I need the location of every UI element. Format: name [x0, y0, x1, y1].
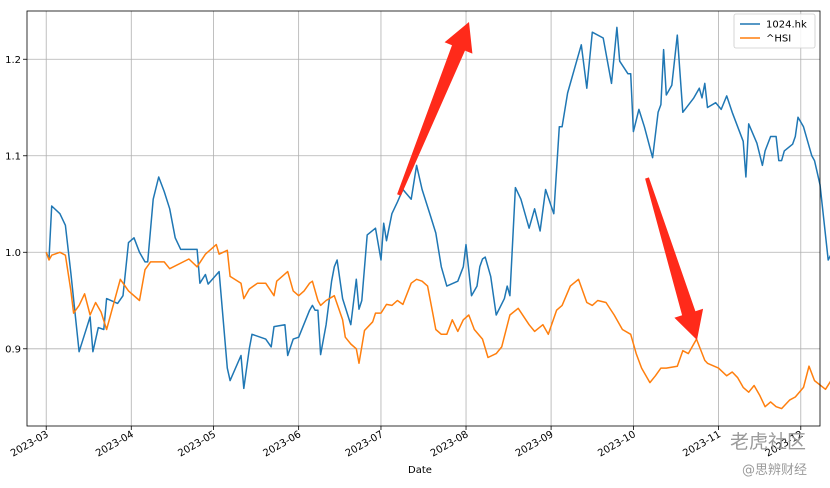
x-tick-label: 2023-09: [514, 429, 556, 459]
y-axis: 0.9 1.0 1.1 1.2: [5, 55, 27, 355]
x-axis-title: Date: [408, 465, 432, 476]
down-arrow-annotation: [645, 177, 704, 340]
series-line-hsi: [45, 243, 830, 410]
annotations: [397, 22, 704, 340]
y-tick-label: 1.2: [5, 55, 21, 66]
x-tick-label: 2023-08: [429, 429, 471, 459]
legend-box: [733, 13, 816, 49]
watermark: 老虎社区 @思辨财经: [730, 431, 807, 478]
plot-frame: [26, 10, 821, 427]
plot-border: [26, 10, 821, 427]
legend: 1024.hk ^HSI: [733, 13, 816, 49]
x-tick-label: 2023-03: [9, 429, 51, 459]
series-layer: [45, 26, 830, 410]
x-tick-label: 2023-05: [176, 429, 218, 459]
y-tick-label: 1.1: [5, 151, 21, 162]
x-tick-label: 2023-07: [344, 429, 386, 459]
x-tick-label: 2023-11: [681, 429, 723, 459]
watermark-author-text: @思辨财经: [742, 463, 807, 478]
grid: [27, 11, 820, 426]
x-tick-label: 2023-04: [94, 429, 136, 459]
x-tick-label: 2023-10: [596, 429, 638, 459]
series-line-1024hk: [45, 26, 830, 390]
legend-label: ^HSI: [766, 34, 791, 45]
x-tick-label: 2023-06: [261, 429, 303, 459]
y-tick-label: 1.0: [5, 248, 21, 259]
legend-label: 1024.hk: [766, 20, 807, 31]
watermark-community-text: 老虎社区: [730, 431, 806, 453]
up-arrow-annotation: [397, 22, 473, 196]
y-tick-label: 0.9: [5, 344, 21, 355]
x-axis: 2023-03 2023-04 2023-05 2023-06 2023-07 2023-…: [9, 426, 805, 459]
